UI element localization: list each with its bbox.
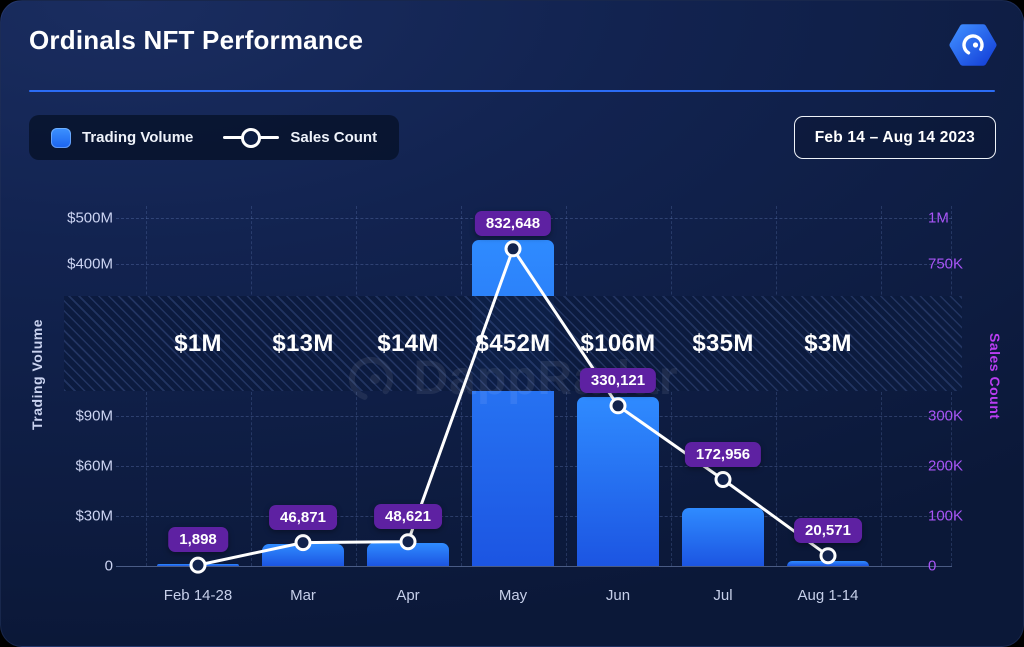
volume-bar [262,544,344,566]
dappradar-logo-icon [949,21,997,69]
chart-legend: Trading Volume Sales Count [29,115,400,160]
sales-count-label: 1,898 [168,527,228,553]
sales-marker [714,471,732,488]
volume-swatch-icon [51,127,71,148]
volume-bar [157,564,239,566]
x-axis-label: Jun [605,587,631,604]
y-axis-tick-left: $400M [67,255,113,273]
date-range-badge[interactable]: Feb 14 – Aug 14 2023 [793,116,996,159]
y-axis-tick-left: 0 [104,557,113,575]
header-divider [29,90,995,92]
sales-count-label: 20,571 [794,517,862,543]
legend-label-sales-count: Sales Count [290,129,378,146]
x-axis-label: Mar [290,587,316,604]
y-axis-tick-left: $90M [75,407,113,425]
x-axis-label: Aug 1-14 [797,587,859,604]
x-axis-label: Feb 14-28 [163,587,233,604]
page-title: Ordinals NFT Performance [29,25,364,55]
legend-label-trading-volume: Trading Volume [82,129,194,146]
x-axis-label: Apr [396,587,420,604]
sales-count-label: 172,956 [684,441,762,467]
volume-value-label: $3M [804,330,852,357]
y-axis-tick-right: 1M [928,209,949,227]
sales-count-label: 330,121 [579,367,657,393]
sales-count-label: 832,648 [474,210,552,236]
volume-bar [577,396,659,566]
volume-value-label: $35M [692,330,754,357]
y-axis-tick-right: 300K [928,407,964,425]
legend-item-sales-count[interactable]: Sales Count [223,127,378,148]
y-axis-tick-left: $30M [75,507,113,525]
volume-bar [682,507,764,566]
y-axis-tick-right: 0 [928,557,937,575]
watermark: DappRadar [1,351,1023,406]
y-axis-tick-left: $60M [75,457,113,475]
watermark-logo-icon [349,356,394,401]
x-axis-label: Jul [713,587,733,604]
volume-value-label: $14M [377,330,439,357]
volume-value-label: $452M [475,330,551,357]
volume-bar [367,542,449,566]
x-axis-baseline [116,566,952,567]
x-axis-label: May [498,587,528,604]
sales-count-label: 46,871 [269,504,337,530]
y-axis-tick-left: $500M [67,209,113,227]
y-axis-tick-right: 750K [928,255,964,273]
volume-bar [787,561,869,566]
y-axis-tick-right: 200K [928,457,964,475]
sales-count-label: 48,621 [374,503,442,529]
volume-value-label: $13M [272,330,334,357]
right-axis-title: Sales Count [987,333,1003,420]
legend-item-trading-volume[interactable]: Trading Volume [51,127,194,148]
y-axis-tick-right: 100K [928,507,964,525]
sales-line-icon [223,127,280,148]
volume-value-label: $1M [174,330,222,357]
volume-value-label: $106M [580,330,656,357]
